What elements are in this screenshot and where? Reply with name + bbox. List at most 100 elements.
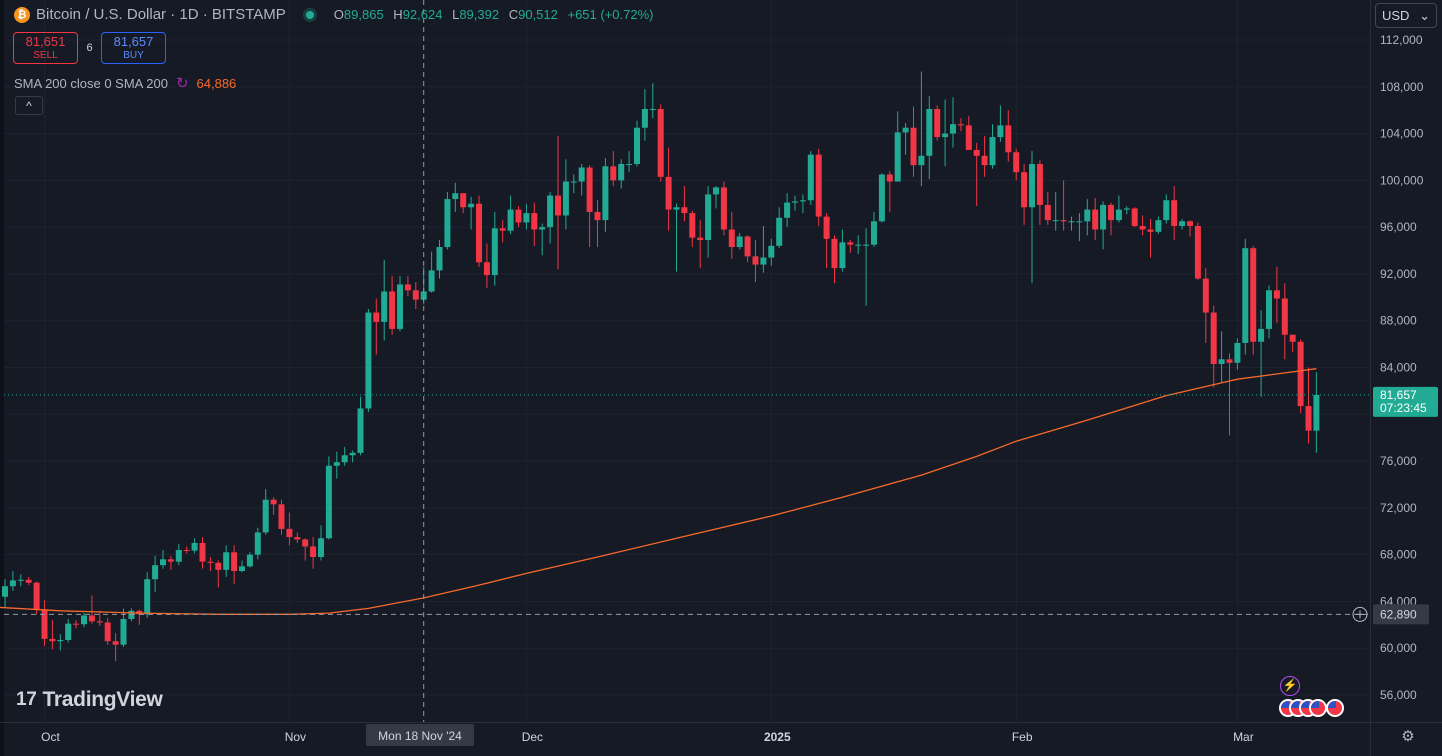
candle-body <box>981 155 988 166</box>
us-flag-icon[interactable] <box>1309 699 1327 717</box>
candle-body <box>1108 204 1114 221</box>
candle <box>215 560 222 588</box>
candle <box>341 447 348 466</box>
flash-icon[interactable]: ⚡ <box>1280 676 1300 696</box>
candle-body <box>602 166 609 221</box>
candle-body <box>681 207 688 214</box>
candle <box>586 165 593 248</box>
candle <box>649 83 656 119</box>
candle <box>697 220 704 269</box>
us-flag-icon[interactable] <box>1326 699 1344 717</box>
candle <box>950 97 956 148</box>
candle-body <box>634 127 640 164</box>
candle-body <box>1281 298 1288 335</box>
candle <box>523 203 530 230</box>
candle-body <box>855 244 862 246</box>
candle-body <box>152 565 159 580</box>
candle-body <box>318 538 324 557</box>
candle-body <box>1036 163 1043 205</box>
candle <box>634 120 640 167</box>
candle <box>515 206 522 228</box>
candle <box>618 159 625 189</box>
candle-body <box>618 163 625 181</box>
candle <box>578 163 585 196</box>
candle-body <box>570 181 577 183</box>
buy-button[interactable]: 81,657 BUY <box>101 32 166 64</box>
symbol-legend[interactable]: ₿ Bitcoin / U.S. Dollar · 1D · BITSTAMP … <box>14 6 660 23</box>
sell-label: SELL <box>33 50 58 61</box>
candle-body <box>73 623 80 625</box>
candle-body <box>1092 209 1099 230</box>
candle <box>1076 213 1083 242</box>
sell-price: 81,651 <box>25 34 66 49</box>
crosshair-price-box <box>1373 604 1429 625</box>
grid <box>4 0 1370 722</box>
indicator-name[interactable]: SMA 200 close 0 SMA 200 <box>14 75 168 91</box>
sell-button[interactable]: 81,651 SELL <box>13 32 78 64</box>
candle-body <box>341 455 348 463</box>
time-tick-label: Oct <box>41 730 60 744</box>
candle-body <box>697 237 704 241</box>
candle-body <box>1305 406 1312 431</box>
candle-body <box>752 256 759 265</box>
candle <box>594 200 601 248</box>
candle-body <box>799 200 806 202</box>
candle-body <box>878 174 885 222</box>
candle <box>902 123 909 155</box>
high-value: 92,624 <box>402 7 443 22</box>
economic-events[interactable] <box>1279 699 1327 717</box>
candle-body <box>926 109 933 156</box>
candle <box>436 240 443 279</box>
candle-body <box>246 554 253 567</box>
candle-body <box>863 244 870 246</box>
candle-body <box>483 262 490 276</box>
candle-body <box>649 109 656 111</box>
candle <box>689 210 696 248</box>
candle-body <box>96 621 103 623</box>
candle <box>1202 268 1209 343</box>
candle <box>199 537 206 569</box>
candle-body <box>792 201 798 203</box>
time-tick-label: Dec <box>522 730 543 744</box>
candle <box>231 545 238 584</box>
candle <box>1029 151 1035 284</box>
candle-body <box>1202 278 1209 313</box>
candle <box>855 235 862 255</box>
tradingview-logo[interactable]: 17 TradingView <box>16 688 163 712</box>
price-tick-label: 108,000 <box>1380 80 1424 94</box>
candle <box>81 613 87 628</box>
gear-icon[interactable]: ⚙ <box>1401 728 1415 745</box>
candle <box>1092 197 1099 241</box>
candle-body <box>104 622 111 642</box>
last-price-label: 81,657 <box>1380 388 1417 402</box>
candle-body <box>1163 200 1170 221</box>
candle <box>752 240 759 283</box>
symbol-title[interactable]: Bitcoin / U.S. Dollar · 1D · BITSTAMP <box>36 6 286 23</box>
price-tick-label: 96,000 <box>1380 220 1417 234</box>
candle-body <box>942 133 949 138</box>
candle-body <box>1234 342 1241 363</box>
candle <box>705 186 712 258</box>
candle <box>207 556 214 572</box>
candle-body <box>167 559 174 562</box>
candle <box>1060 180 1067 231</box>
left-edge <box>0 0 4 756</box>
candle <box>720 181 727 236</box>
candle-body <box>404 284 411 291</box>
candle <box>539 223 546 256</box>
loading-icon: ↻ <box>175 75 189 92</box>
collapse-legend-button[interactable]: ^ <box>15 96 43 115</box>
currency-select[interactable]: USD ⌄ <box>1375 3 1437 28</box>
candle <box>792 195 798 211</box>
candle <box>294 532 301 543</box>
indicator-legend[interactable]: SMA 200 close 0 SMA 200 ↻ 64,886 <box>14 74 236 92</box>
candle <box>191 538 198 554</box>
candle-body <box>934 109 941 138</box>
candle <box>160 549 166 569</box>
price-tick-label: 100,000 <box>1380 173 1424 187</box>
candle-body <box>744 236 751 257</box>
candle-body <box>997 125 1004 138</box>
candle <box>136 609 143 625</box>
